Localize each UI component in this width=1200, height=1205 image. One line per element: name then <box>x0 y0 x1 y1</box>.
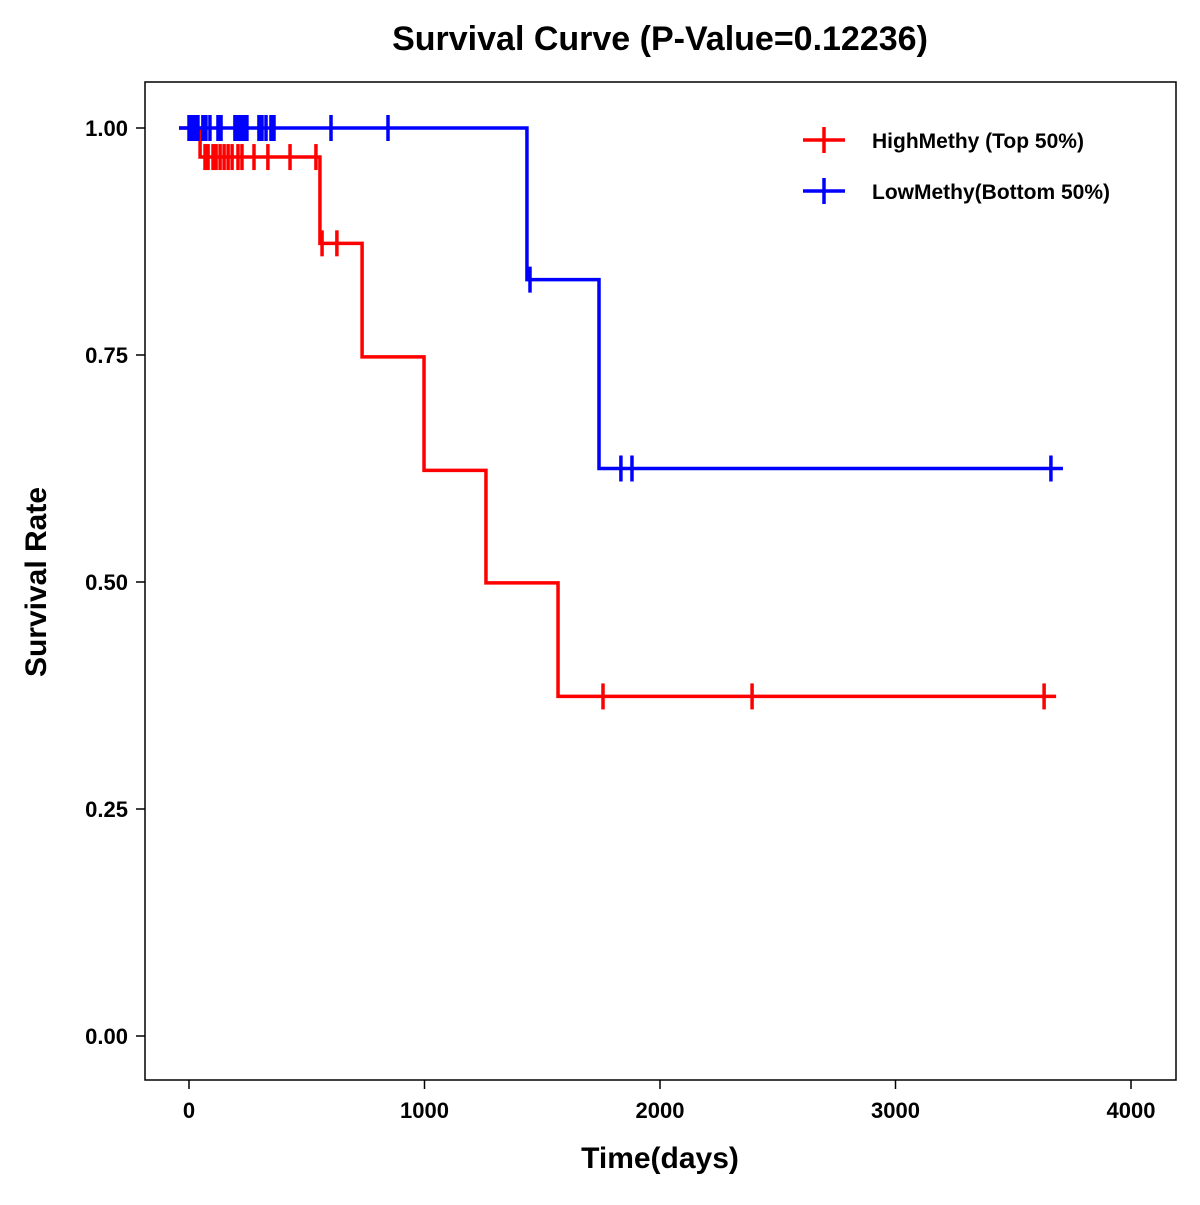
y-tick-label: 1.00 <box>85 116 128 141</box>
y-axis-label: Survival Rate <box>20 487 53 677</box>
legend-label: LowMethy(Bottom 50%) <box>872 181 1110 204</box>
legend-label: HighMethy (Top 50%) <box>872 130 1084 153</box>
survival-line-0 <box>179 126 1057 699</box>
y-tick-label: 0.25 <box>85 797 128 822</box>
x-tick-label: 0 <box>183 1098 195 1123</box>
x-axis-label: Time(days) <box>581 1142 739 1175</box>
x-tick-label: 4000 <box>1107 1098 1156 1123</box>
y-tick-label: 0.50 <box>85 570 128 595</box>
chart-title: Survival Curve (P-Value=0.12236) <box>392 20 928 58</box>
x-tick-label: 2000 <box>636 1098 685 1123</box>
x-tick-label: 1000 <box>400 1098 449 1123</box>
plot-frame <box>144 81 1177 1081</box>
survival-line-1 <box>179 126 1063 471</box>
y-tick-label: 0.00 <box>85 1024 128 1049</box>
legend-item: HighMethy (Top 50%) <box>803 127 1084 153</box>
y-tick-label: 0.75 <box>85 343 128 368</box>
legend-item: LowMethy(Bottom 50%) <box>803 178 1110 204</box>
x-tick-label: 3000 <box>871 1098 920 1123</box>
